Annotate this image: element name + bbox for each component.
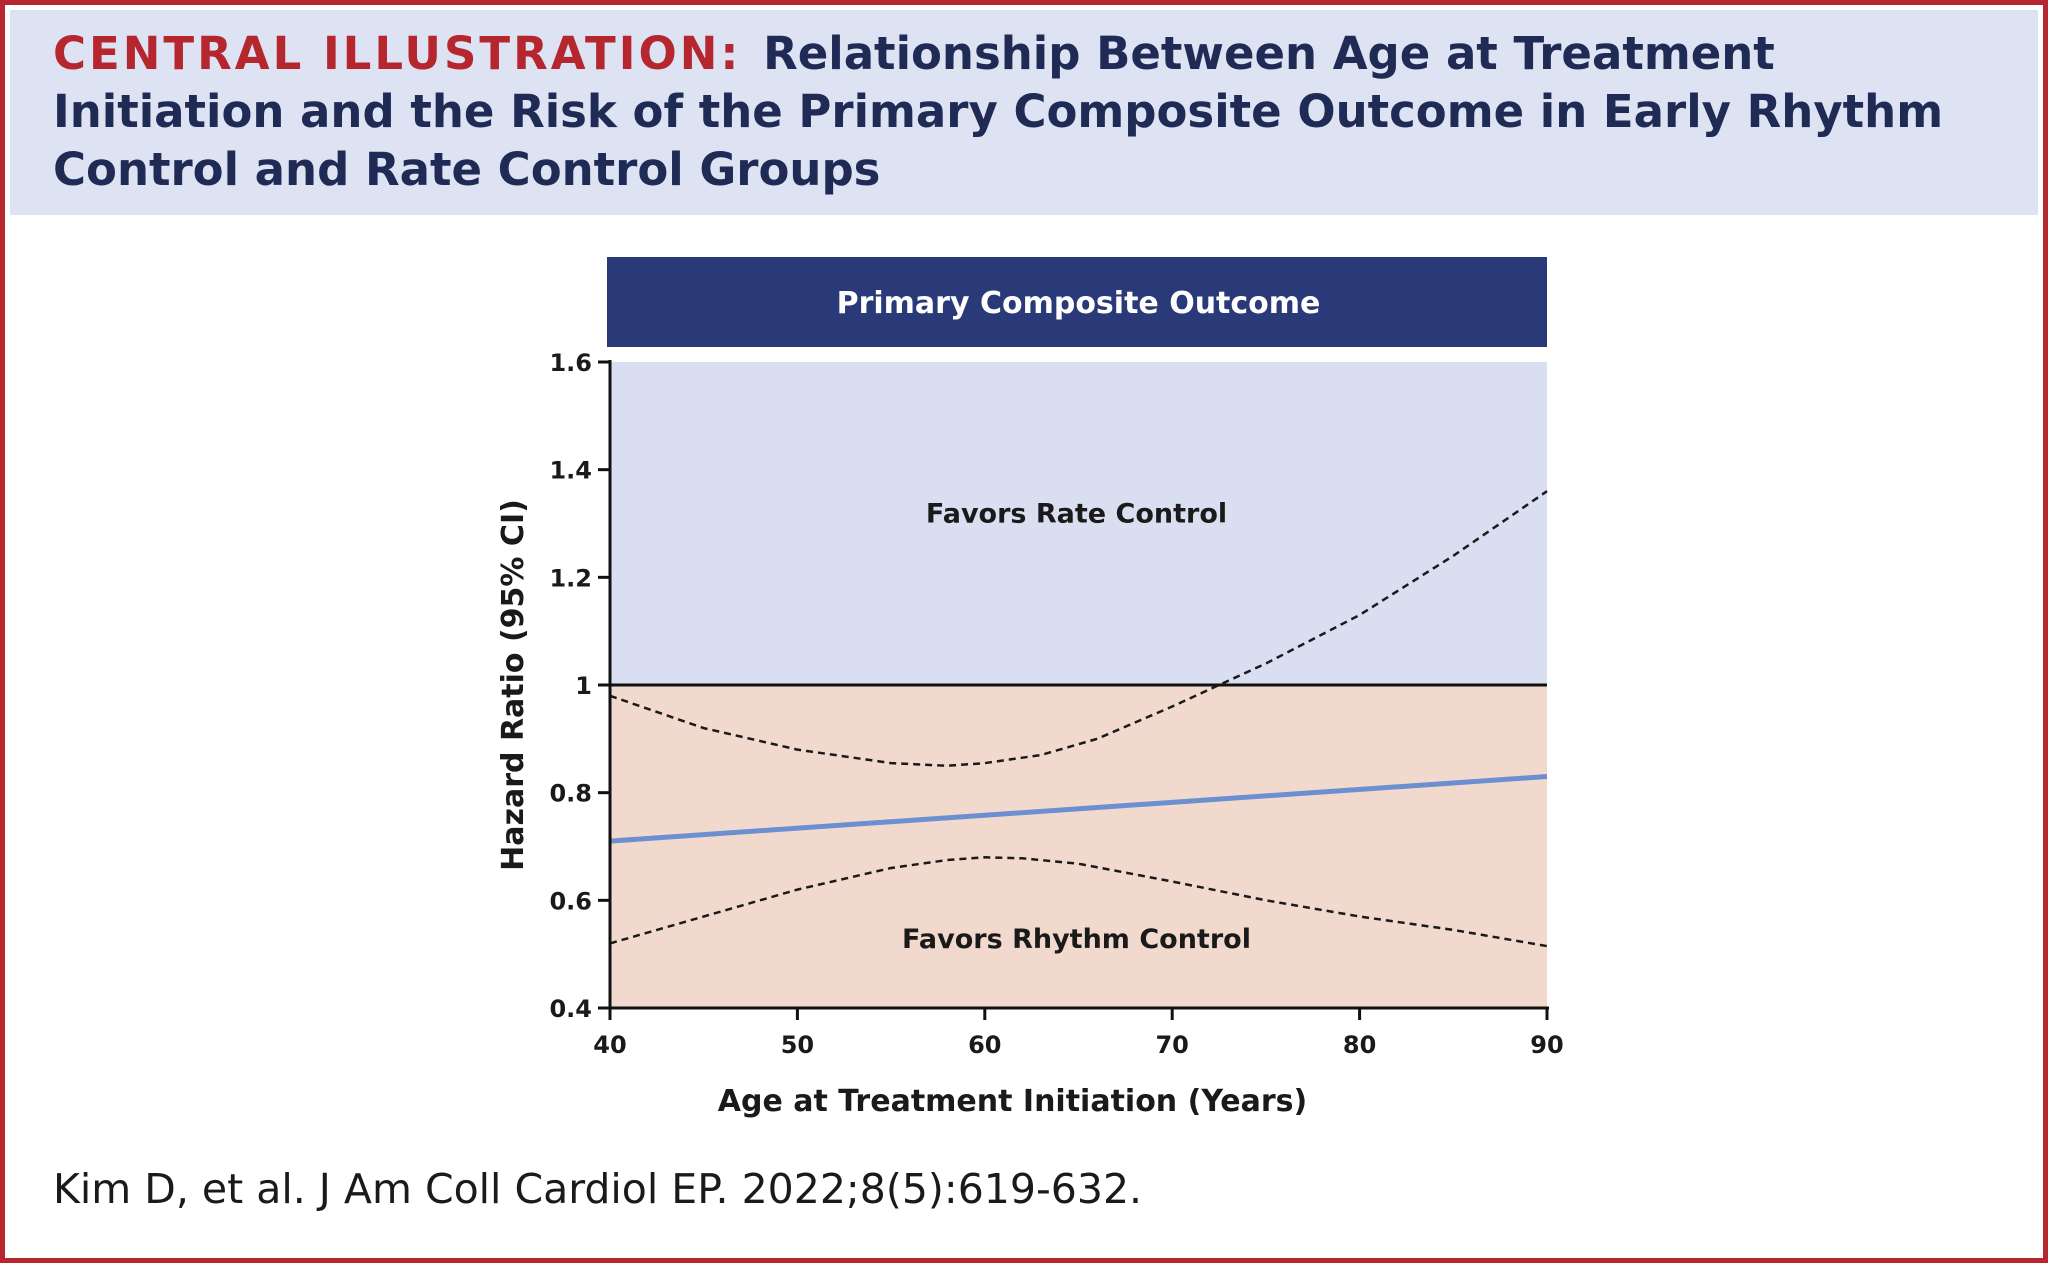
ci-lower-line — [609, 856, 1548, 948]
x-tick-label: 40 — [593, 1031, 626, 1059]
x-tick-label: 80 — [1343, 1031, 1376, 1059]
hazard-ratio-line — [609, 774, 1548, 844]
figure-title: CENTRAL ILLUSTRATION: Relationship Betwe… — [53, 25, 1973, 199]
plot-layer: Primary Composite Outcome 0.4 0.6 0.8 1 1.2 1.… — [496, 257, 1564, 1119]
favors-rhythm-control-label: Favors Rhythm Control — [902, 924, 1251, 955]
y-tick-label: 0.4 — [549, 995, 592, 1023]
y-tick-label: 1.6 — [549, 349, 592, 377]
x-tick-label: 70 — [1155, 1031, 1188, 1059]
citation: Kim D, et al. J Am Coll Cardiol EP. 2022… — [53, 1165, 1143, 1213]
x-axis-label: Age at Treatment Initiation (Years) — [718, 1084, 1308, 1119]
y-tick-label: 0.6 — [549, 887, 592, 915]
ci-upper-line — [609, 490, 1548, 768]
x-tick-label: 60 — [968, 1031, 1001, 1059]
central-illustration-label: CENTRAL ILLUSTRATION: — [53, 27, 742, 80]
x-tick-label: 50 — [781, 1031, 814, 1059]
y-axis-label: Hazard Ratio (95% CI) — [496, 499, 531, 871]
figure-title-text: Relationship Between Age at Treatment In… — [53, 27, 1944, 196]
x-tick-label: 90 — [1530, 1031, 1563, 1059]
y-tick-label: 1.2 — [549, 564, 592, 592]
chart: Primary Composite Outcome 0.4 0.6 0.8 1 1.2 1.… — [496, 257, 1564, 1119]
favors-rate-control-label: Favors Rate Control — [926, 499, 1227, 530]
y-tick-label: 0.8 — [549, 780, 592, 808]
favors-rhythm-control-region — [610, 685, 1547, 1008]
chart-title: Primary Composite Outcome — [837, 286, 1321, 321]
favors-rate-control-region — [610, 362, 1547, 685]
y-tick-label: 1 — [575, 672, 592, 700]
chart-title-panel — [607, 257, 1547, 347]
y-tick-label: 1.4 — [549, 457, 592, 485]
header-banner — [10, 10, 2038, 215]
